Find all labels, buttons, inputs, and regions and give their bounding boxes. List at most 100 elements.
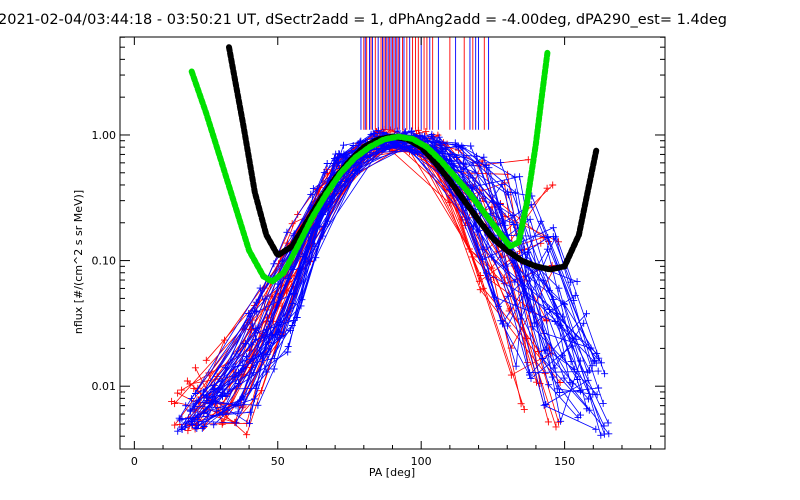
- blue-series-point-43-0: [203, 392, 211, 400]
- blue-series-point-27-0: [182, 419, 190, 427]
- blue-series-point-41-7: [510, 221, 518, 228]
- overflow-spikes: [360, 37, 490, 130]
- y-axis-label: nflux [#/(cm^2 s sr MeV)]: [72, 190, 85, 334]
- blue-series-point-26-1: [253, 308, 261, 316]
- blue-series-point-24-6: [471, 168, 479, 176]
- blue-series-line-34: [196, 143, 589, 406]
- blue-series-point-29-8: [545, 306, 553, 314]
- blue-series-point-1-8: [545, 381, 553, 389]
- blue-series-point-39-4: [379, 128, 387, 136]
- red-series-point-11-8: [520, 405, 528, 413]
- blue-series-point-43-5: [392, 140, 400, 148]
- blue-series-point-15-1: [232, 419, 240, 427]
- blue-series-point-37-0: [209, 386, 217, 394]
- blue-series-point-38-7: [504, 188, 512, 196]
- x-tick-label-50: 50: [271, 455, 285, 468]
- blue-series-point-43-3: [323, 160, 331, 167]
- blue-series-point-31-7: [516, 173, 524, 181]
- blue-series-point-12-9: [599, 399, 607, 407]
- blue-series-point-15-9: [573, 278, 581, 286]
- blue-series-point-43-6: [460, 153, 468, 161]
- blue-series-line-17: [203, 137, 597, 406]
- x-axis-label: PA [deg]: [369, 466, 415, 479]
- blue-series-line-41: [196, 136, 578, 429]
- y-tick-label-2: 1.00: [92, 129, 117, 142]
- fit-curves: [188, 44, 600, 286]
- red-series-point-25-0: [178, 386, 186, 394]
- blue-series-point-42-7: [488, 253, 496, 261]
- blue-series-point-42-1: [256, 284, 264, 292]
- blue-series-point-3-8: [560, 374, 568, 382]
- blue-series-point-34-9: [584, 376, 592, 384]
- red-series-line-5: [196, 131, 546, 426]
- blue-series-point-23-6: [451, 139, 459, 147]
- blue-series-point-19-1: [231, 373, 239, 381]
- blue-series-point-29-6: [473, 152, 481, 160]
- blue-series-point-17-4: [356, 167, 364, 175]
- red-series-point-3-8: [537, 239, 545, 247]
- blue-series-point-40-5: [429, 134, 437, 142]
- blue-series-point-25-7: [504, 292, 512, 300]
- blue-series-point-16-9: [594, 367, 602, 375]
- chart-title: 2021-02-04/03:44:18 - 03:50:21 UT, dSect…: [0, 12, 727, 28]
- blue-series-point-2-1: [251, 336, 259, 344]
- blue-series-point-2-9: [577, 387, 584, 395]
- red-series-point-21-7: [475, 277, 483, 285]
- blue-series-point-11-1: [234, 408, 242, 416]
- blue-series-point-40-9: [567, 278, 575, 286]
- blue-series-point-41-1: [219, 393, 226, 400]
- blue-series-point-36-8: [553, 385, 561, 393]
- blue-series-point-21-9: [604, 419, 612, 427]
- blue-series-point-39-7: [498, 180, 506, 188]
- blue-series-point-35-1: [232, 401, 240, 409]
- blue-series-point-30-6: [441, 145, 449, 153]
- red-series-point-12-8: [549, 181, 557, 189]
- blue-series-point-42-6: [436, 147, 444, 155]
- blue-series-point-32-8: [561, 301, 568, 309]
- green-fit-curve: [188, 49, 551, 286]
- blue-series-point-35-8: [539, 355, 547, 362]
- blue-series-point-39-2: [288, 322, 296, 329]
- red-series-point-22-1: [240, 370, 248, 378]
- red-series-point-11-0: [171, 400, 179, 408]
- blue-series-point-35-9: [585, 406, 593, 414]
- y-tick-label-1: 0.10: [92, 255, 117, 268]
- data-bands: [168, 125, 613, 439]
- blue-series-point-25-9: [583, 310, 590, 318]
- blue-series-point-38-9: [570, 297, 578, 305]
- blue-series-point-26-9: [571, 292, 579, 300]
- blue-series-point-28-7: [511, 278, 519, 286]
- blue-series-point-41-6: [435, 133, 443, 141]
- red-series-point-13-8: [517, 400, 525, 408]
- blue-series-point-9-1: [246, 408, 254, 416]
- blue-series-point-33-9: [571, 365, 579, 373]
- blue-series-point-34-8: [542, 401, 550, 408]
- red-series-point-12-0: [191, 364, 199, 372]
- blue-series-point-36-2: [283, 228, 291, 236]
- y-tick-label-0: 0.01: [92, 380, 117, 393]
- blue-series-point-41-9: [574, 376, 581, 383]
- red-series-point-22-2: [283, 287, 290, 295]
- blue-series-point-39-0: [189, 421, 196, 429]
- red-series-point-13-0: [174, 389, 182, 397]
- blue-series-point-38-1: [239, 393, 247, 401]
- blue-series-point-31-8: [556, 389, 564, 396]
- blue-series-point-39-1: [239, 365, 247, 373]
- blue-series-point-27-4: [348, 147, 356, 155]
- blue-series-point-37-6: [457, 168, 465, 175]
- blue-series-point-30-3: [332, 150, 340, 158]
- blue-series-point-39-6: [469, 223, 477, 231]
- blue-series-point-23-8: [557, 417, 565, 425]
- blue-series-point-31-5: [394, 127, 402, 135]
- red-series-point-6-5: [386, 126, 394, 134]
- red-series-point-1-5: [422, 128, 430, 136]
- blue-series-point-7-9: [577, 411, 584, 419]
- blue-series-line-23: [213, 138, 581, 426]
- red-series-point-14-1: [221, 336, 228, 344]
- blue-series-point-32-9: [584, 369, 592, 377]
- red-series-point-8-0: [202, 356, 210, 364]
- red-series-point-16-8: [533, 378, 540, 386]
- blue-series-point-37-7: [479, 245, 487, 253]
- blue-series-point-14-4: [369, 129, 377, 137]
- blue-series-point-38-6: [454, 143, 462, 151]
